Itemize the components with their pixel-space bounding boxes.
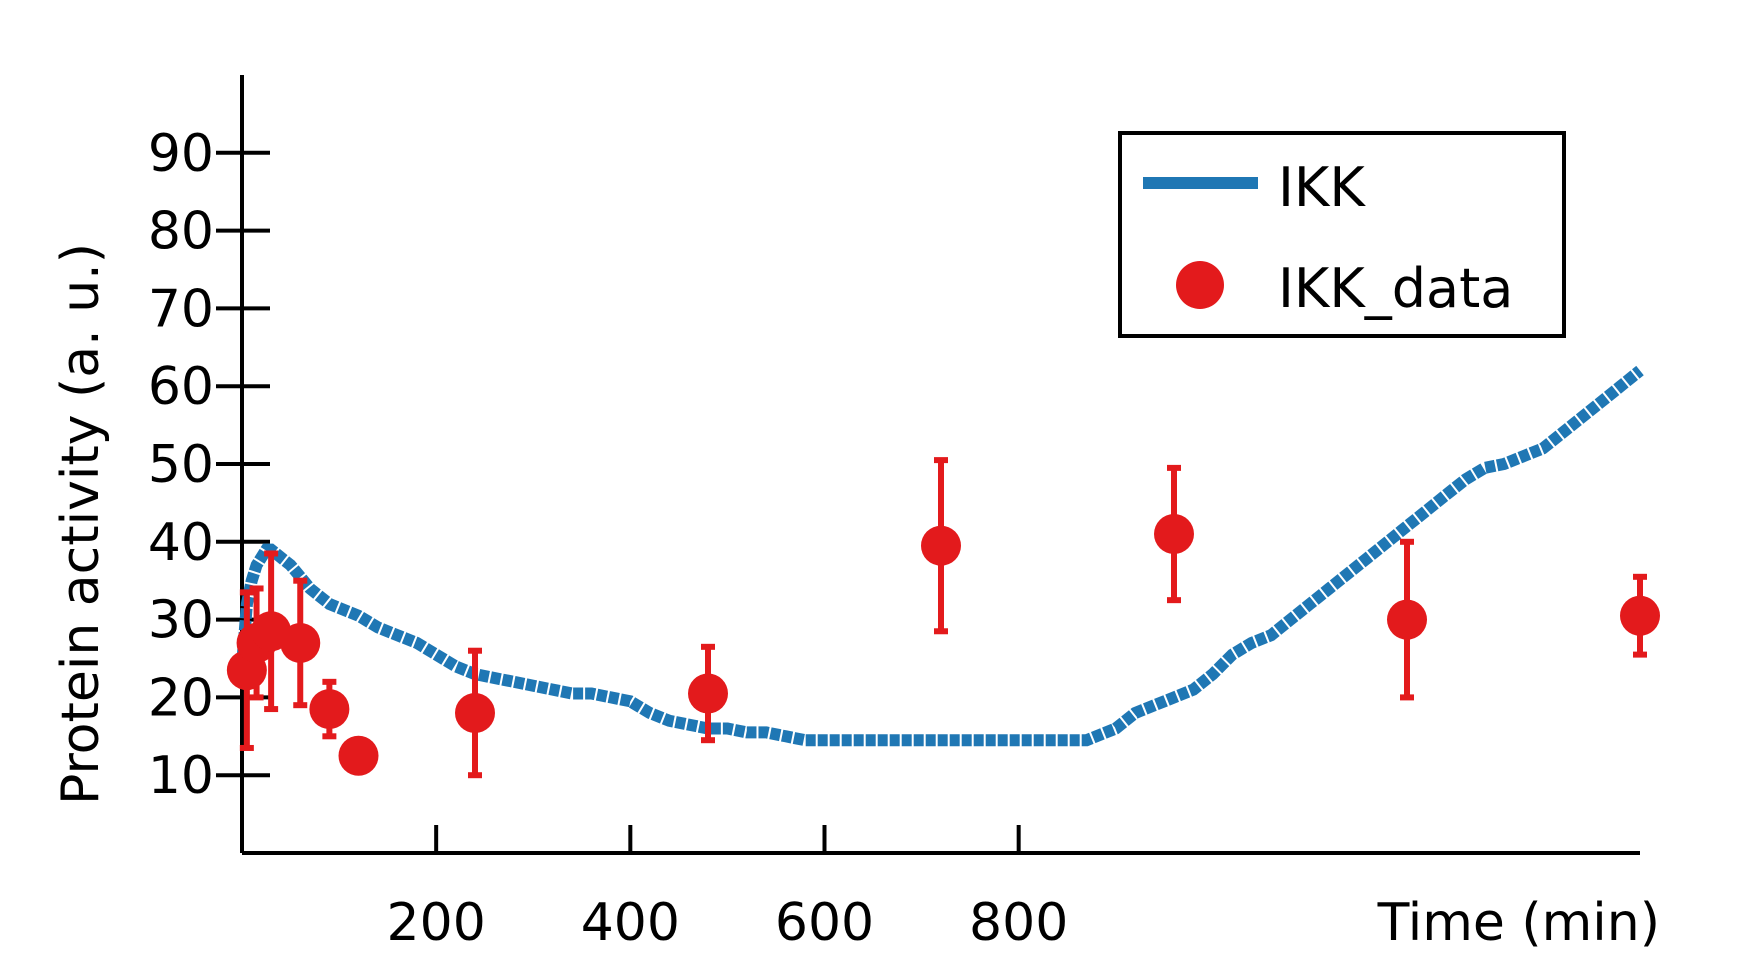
data-point (1387, 599, 1427, 640)
data-point (280, 622, 321, 663)
y-tick-label: 90 (148, 124, 214, 184)
legend-swatch-dot (1176, 261, 1224, 309)
series-line-ikk (236, 365, 1644, 747)
data-point (921, 525, 961, 566)
y-tick-label: 40 (148, 513, 214, 573)
y-axis-title: Protein activity (a. u.) (51, 243, 111, 805)
y-tick-label: 20 (148, 668, 214, 728)
x-tick-label: 400 (581, 893, 680, 953)
legend-label-ikk-data: IKK_data (1278, 257, 1513, 320)
x-tick-label: 800 (969, 893, 1068, 953)
data-point (688, 673, 728, 714)
data-point (309, 689, 350, 730)
y-tick-label: 50 (148, 435, 214, 495)
legend-label-ikk: IKK (1278, 156, 1366, 219)
data-point (455, 692, 495, 733)
data-point (1154, 514, 1194, 555)
y-tick-label: 70 (148, 279, 214, 339)
x-tick-label: 600 (775, 893, 874, 953)
data-point (1620, 595, 1660, 636)
x-tick-label: 200 (387, 893, 486, 953)
y-tick-label: 30 (148, 591, 214, 651)
legend: IKK IKK_data (1118, 131, 1566, 338)
y-tick-label: 60 (148, 357, 214, 417)
y-tick-label: 10 (148, 746, 214, 806)
data-point (338, 735, 379, 776)
y-tick-label: 80 (148, 202, 214, 262)
x-axis-title: Time (min) (1377, 893, 1660, 953)
